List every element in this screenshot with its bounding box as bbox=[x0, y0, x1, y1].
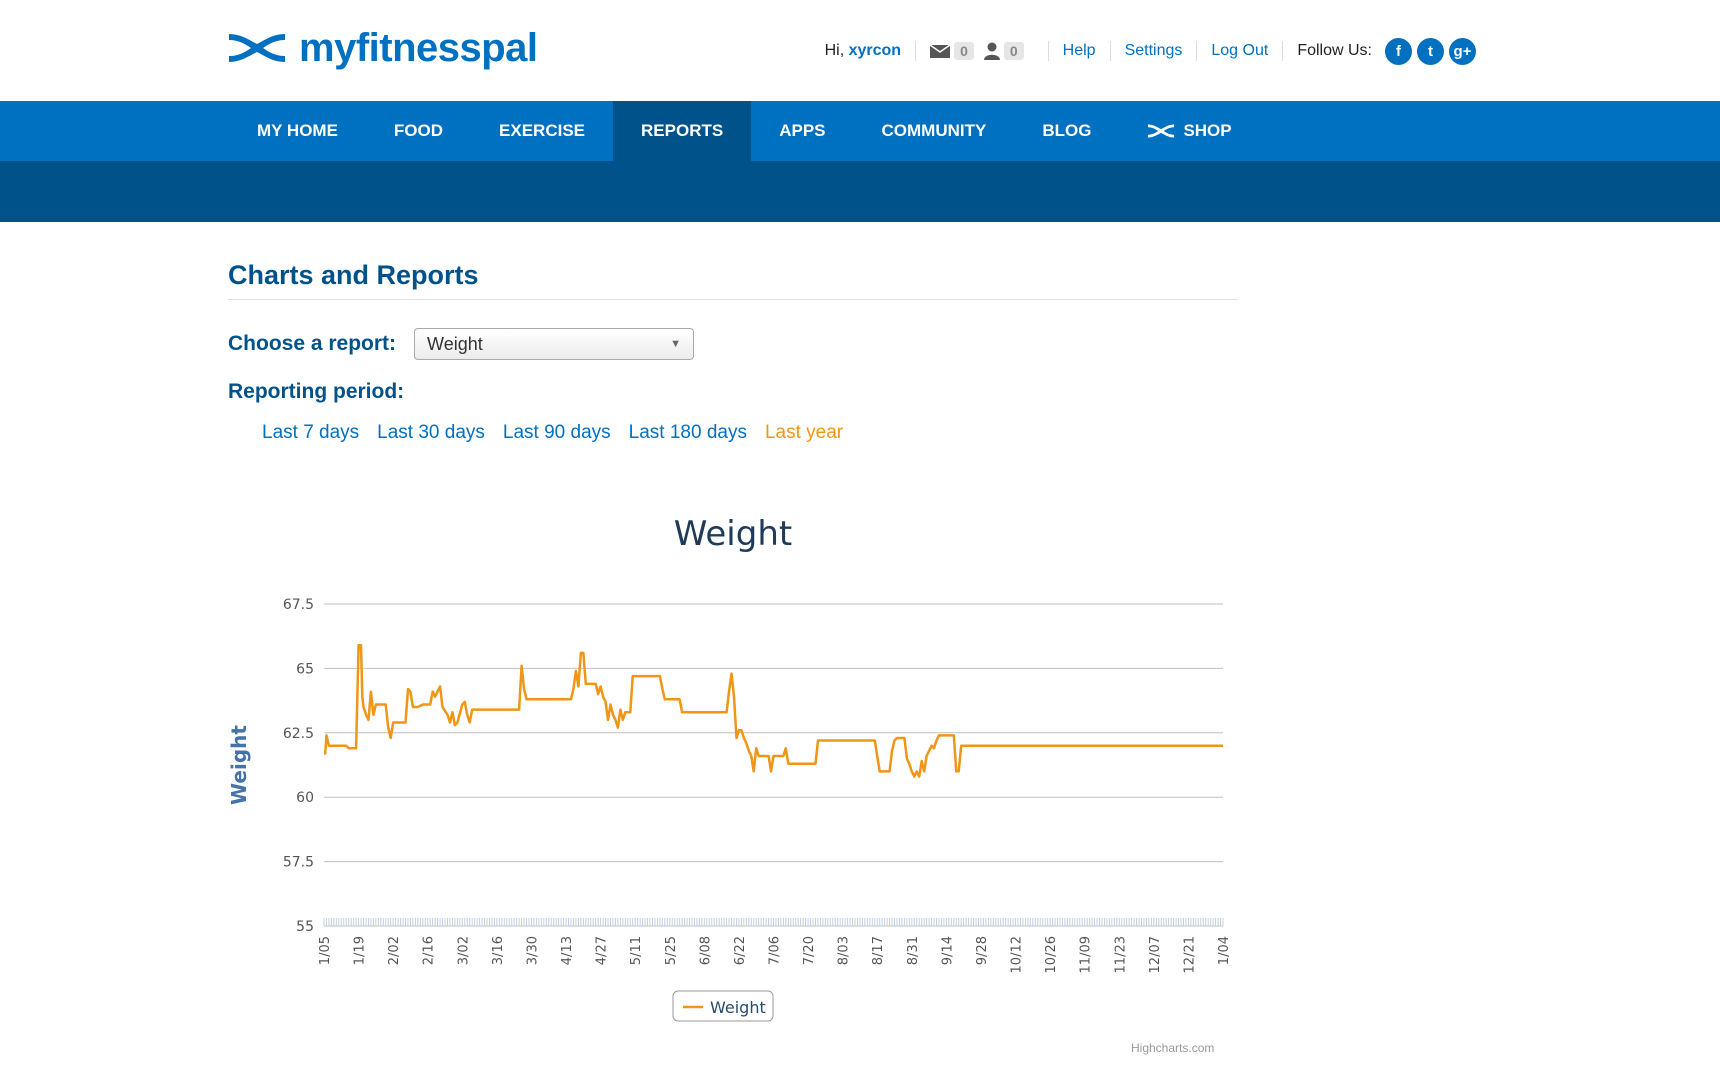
chart-title: Weight bbox=[674, 514, 792, 554]
sub-nav bbox=[0, 161, 1720, 222]
x-tick-label: 11/23 bbox=[1113, 936, 1128, 973]
x-tick-label: 1/19 bbox=[353, 936, 368, 965]
google-plus-icon[interactable]: g+ bbox=[1449, 37, 1476, 65]
x-tick-label: 6/22 bbox=[733, 936, 748, 965]
nav-apps[interactable]: APPS bbox=[779, 121, 826, 140]
x-tick-label: 3/16 bbox=[491, 936, 506, 965]
x-tick-label: 5/25 bbox=[664, 936, 679, 965]
x-tick-label: 10/12 bbox=[1010, 936, 1025, 973]
report-select-value: Weight bbox=[427, 333, 483, 354]
y-axis-label: Weight bbox=[228, 725, 251, 805]
y-tick-label: 57.5 bbox=[283, 855, 314, 871]
legend-box bbox=[672, 990, 774, 1022]
divider bbox=[915, 41, 917, 61]
x-tick-label: 8/17 bbox=[871, 936, 886, 965]
report-select[interactable]: Weight ▼ bbox=[414, 328, 695, 360]
nav-reports[interactable]: REPORTS bbox=[613, 101, 752, 161]
help-link[interactable]: Help bbox=[1062, 42, 1096, 59]
messages-count: 0 bbox=[954, 42, 974, 60]
messages-button[interactable]: 0 bbox=[930, 42, 974, 60]
legend-label: Weight bbox=[710, 998, 766, 1017]
divider bbox=[1109, 41, 1111, 61]
follow-us-label: Follow Us: bbox=[1297, 42, 1372, 59]
dropdown-arrow-icon: ▼ bbox=[670, 338, 682, 350]
x-tick-label: 12/07 bbox=[1148, 936, 1163, 973]
report-chooser: Choose a report: Weight ▼ bbox=[228, 328, 1238, 360]
user-nav: Hi, xyrcon 0 0 Help Settings Log Out Fol… bbox=[825, 36, 1476, 66]
divider bbox=[1196, 41, 1198, 61]
chart-credit[interactable]: Highcharts.com bbox=[1131, 1041, 1215, 1055]
friends-button[interactable]: 0 bbox=[983, 42, 1024, 60]
page-title: Charts and Reports bbox=[228, 260, 1238, 300]
x-tick-label: 5/11 bbox=[629, 936, 644, 965]
y-tick-label: 55 bbox=[296, 919, 314, 935]
period-links: Last 7 days Last 30 days Last 90 days La… bbox=[262, 422, 1238, 444]
under-armour-icon bbox=[1148, 124, 1175, 138]
chart-svg: Weight Weight 55 57.5 60 62.5 65 67.5 1/05 1/19 2/… bbox=[228, 514, 1232, 1022]
choose-report-label: Choose a report: bbox=[228, 332, 397, 355]
reporting-period-label: Reporting period: bbox=[228, 380, 405, 403]
x-tick-label: 9/28 bbox=[975, 936, 990, 965]
x-tick-label: 6/08 bbox=[698, 936, 713, 965]
x-tick-label: 3/02 bbox=[456, 936, 471, 965]
nav-my-home[interactable]: MY HOME bbox=[257, 121, 338, 140]
x-tick-label: 4/27 bbox=[595, 936, 610, 965]
twitter-icon[interactable]: t bbox=[1417, 37, 1444, 65]
person-icon bbox=[983, 42, 1000, 60]
y-tick-label: 67.5 bbox=[283, 597, 314, 613]
y-tick-label: 65 bbox=[296, 661, 314, 677]
brand-name: myfitnesspal bbox=[299, 26, 538, 70]
nav-exercise[interactable]: EXERCISE bbox=[499, 121, 586, 140]
mail-icon bbox=[930, 44, 951, 58]
period-last-30-days[interactable]: Last 30 days bbox=[377, 422, 485, 443]
x-tick-label: 1/04 bbox=[1217, 936, 1232, 965]
weight-chart: Weight Weight 55 57.5 60 62.5 65 67.5 1/05 1/19 2/… bbox=[228, 500, 1238, 1075]
nav-blog[interactable]: BLOG bbox=[1042, 121, 1092, 140]
divider bbox=[1047, 41, 1049, 61]
nav-community[interactable]: COMMUNITY bbox=[881, 121, 987, 140]
logout-link[interactable]: Log Out bbox=[1211, 42, 1269, 59]
nav-food[interactable]: FOOD bbox=[393, 121, 444, 140]
x-tick-label: 7/20 bbox=[802, 936, 817, 965]
y-tick-label: 62.5 bbox=[283, 726, 314, 742]
friends-count: 0 bbox=[1003, 42, 1024, 60]
x-tick-label: 11/09 bbox=[1079, 936, 1094, 973]
top-header: myfitnesspal Hi, xyrcon 0 0 Help Setting… bbox=[0, 0, 1720, 101]
facebook-icon[interactable]: f bbox=[1385, 37, 1412, 65]
username-link[interactable]: xyrcon bbox=[848, 42, 902, 59]
x-tick-label: 9/14 bbox=[940, 936, 955, 965]
x-tick-label: 4/13 bbox=[560, 936, 575, 965]
greeting-text: Hi, bbox=[824, 42, 845, 59]
settings-link[interactable]: Settings bbox=[1124, 42, 1183, 59]
x-tick-label: 8/03 bbox=[837, 936, 852, 965]
period-last-90-days[interactable]: Last 90 days bbox=[502, 422, 611, 443]
reports-panel: Charts and Reports Choose a report: Weig… bbox=[228, 260, 1238, 444]
nav-shop[interactable]: SHOP bbox=[1119, 101, 1259, 161]
under-armour-icon bbox=[229, 34, 285, 62]
x-tick-label: 2/16 bbox=[422, 936, 437, 965]
divider bbox=[1282, 41, 1284, 61]
x-tick-label: 2/02 bbox=[387, 936, 402, 965]
logo[interactable]: myfitnesspal bbox=[227, 28, 538, 68]
x-tick-label: 1/05 bbox=[318, 936, 333, 965]
x-tick-label: 7/06 bbox=[768, 936, 783, 965]
x-tick-label: 3/30 bbox=[525, 936, 540, 965]
x-tick-label: 12/21 bbox=[1182, 936, 1197, 973]
period-last-7-days[interactable]: Last 7 days bbox=[262, 422, 360, 443]
x-tick-label: 10/26 bbox=[1044, 936, 1059, 973]
main-nav: MY HOME FOOD EXERCISE REPORTS APPS COMMU… bbox=[0, 101, 1720, 161]
x-tick-label: 8/31 bbox=[906, 936, 921, 965]
nav-shop-label: SHOP bbox=[1183, 121, 1232, 140]
period-last-year[interactable]: Last year bbox=[764, 422, 844, 443]
greeting: Hi, xyrcon bbox=[825, 42, 901, 60]
social-links: f t g+ bbox=[1380, 37, 1476, 65]
weight-series-line bbox=[323, 643, 1223, 778]
period-last-180-days[interactable]: Last 180 days bbox=[628, 422, 747, 443]
y-tick-label: 60 bbox=[296, 790, 314, 806]
